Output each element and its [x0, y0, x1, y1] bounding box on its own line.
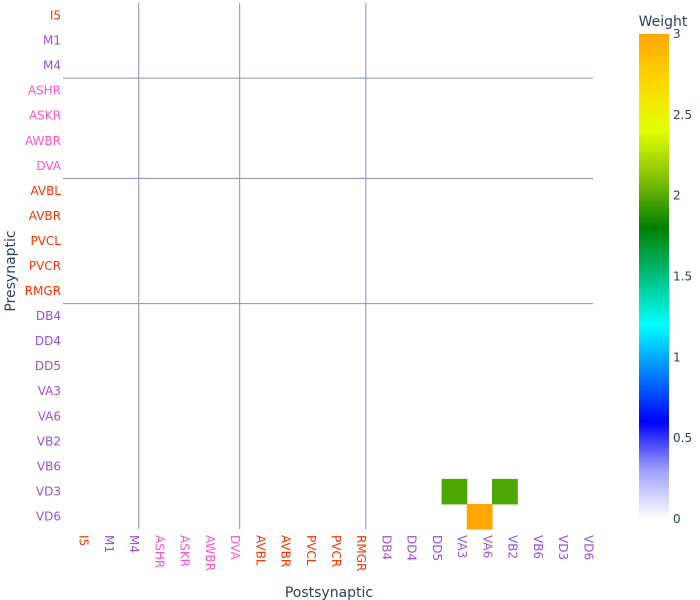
- y-tick-label: VB2: [37, 434, 61, 448]
- y-tick-label: M4: [43, 59, 61, 73]
- y-tick-label: DD4: [35, 334, 61, 348]
- x-tick-label: DD5: [430, 535, 444, 561]
- colorbar-tick-label: 2.5: [673, 108, 692, 122]
- y-tick-label: AVBR: [29, 209, 61, 223]
- x-tick-label: ASKR: [178, 535, 192, 567]
- colorbar-tick-label: 0.5: [673, 431, 692, 445]
- x-tick-label: DD4: [405, 535, 419, 561]
- y-tick-label: VB6: [37, 459, 61, 473]
- x-tick-label: ASHR: [152, 535, 166, 568]
- x-tick-label: M4: [127, 535, 141, 553]
- y-tick-labels: I5 M1 M4 ASHR ASKR AWBR DVA AVBL AVBR PVCL PVCR RMG…: [25, 9, 62, 524]
- colorbar-tick-label: 0: [673, 512, 681, 526]
- x-tick-label: VD6: [581, 535, 595, 560]
- plot-background: [63, 3, 593, 529]
- x-axis-title: Postsynaptic: [285, 585, 373, 600]
- y-tick-label: VD3: [36, 484, 61, 498]
- y-tick-label: VA3: [38, 384, 61, 398]
- y-tick-label: VD6: [36, 509, 61, 523]
- colorbar-ticks: 0 0.5 1 1.5 2 2.5 3: [673, 27, 692, 526]
- colorbar-gradient: [639, 34, 669, 519]
- x-tick-label: AWBR: [203, 535, 217, 571]
- y-tick-label: VA6: [38, 409, 61, 423]
- x-tick-labels: I5 M1 M4 ASHR ASKR AWBR DVA AVBL AVBR PVCL PVCR RMG…: [77, 535, 596, 571]
- x-tick-label: VD3: [556, 535, 570, 560]
- y-tick-label: DD5: [35, 359, 61, 373]
- plot-area: [63, 3, 593, 529]
- x-tick-label: I5: [77, 535, 91, 546]
- y-tick-label: AVBL: [30, 184, 61, 198]
- colorbar: Weight 0 0.5 1 1.5 2 2.5 3: [639, 14, 692, 526]
- x-tick-label: VB6: [531, 535, 545, 559]
- x-tick-label: PVCR: [329, 535, 343, 567]
- y-tick-label: I5: [50, 9, 61, 23]
- x-tick-label: PVCL: [304, 535, 318, 566]
- colorbar-tick-label: 2: [673, 189, 681, 203]
- x-tick-label: DVA: [228, 535, 242, 560]
- heatmap-cell: [492, 478, 518, 505]
- x-tick-label: AVBR: [279, 535, 293, 567]
- x-tick-label: RMGR: [354, 535, 368, 571]
- y-tick-label: DVA: [36, 159, 61, 173]
- colorbar-title: Weight: [639, 14, 688, 30]
- x-tick-label: VA6: [480, 535, 494, 558]
- heatmap-cell: [466, 503, 493, 530]
- heatmap-cells: [441, 478, 518, 530]
- colorbar-tick-label: 1.5: [673, 270, 692, 284]
- y-tick-label: AWBR: [25, 134, 61, 148]
- colorbar-tick-label: 1: [673, 350, 681, 364]
- x-tick-label: M1: [102, 535, 116, 553]
- y-tick-label: DB4: [36, 309, 61, 323]
- colorbar-tick-label: 3: [673, 27, 681, 41]
- y-tick-label: PVCR: [29, 259, 61, 273]
- y-tick-label: M1: [43, 34, 61, 48]
- heatmap-cell: [441, 478, 468, 505]
- y-tick-label: ASKR: [29, 109, 61, 123]
- x-tick-label: VA3: [455, 535, 469, 558]
- x-tick-label: AVBL: [253, 535, 267, 566]
- y-axis-title: Presynaptic: [3, 230, 19, 311]
- x-tick-label: VB2: [506, 535, 520, 559]
- y-tick-label: ASHR: [28, 84, 61, 98]
- y-tick-label: PVCL: [30, 234, 61, 248]
- x-tick-label: DB4: [379, 535, 393, 560]
- y-tick-label: RMGR: [25, 284, 61, 298]
- group-dividers: [63, 3, 593, 529]
